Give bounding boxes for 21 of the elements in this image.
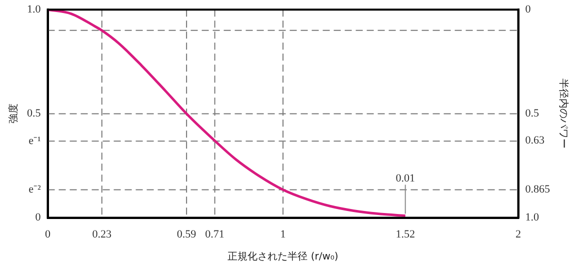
x-tick-label: 1 [280,228,286,240]
annotation: 0.01 [396,172,415,185]
y-tick-label: 0 [35,212,42,224]
x-tick-label: 0.71 [205,228,224,240]
y2-tick-label: 0 [525,3,532,16]
y-tick-label: e⁻² [28,184,42,196]
y2-tick-label: 0.63 [525,134,545,147]
y2-tick-label: 0.5 [525,108,540,120]
x-tick-label: 0.23 [92,228,112,240]
x-tick-label: 2 [516,228,521,240]
y2-tick-label: 1.0 [525,212,540,224]
y2-tick-label: 0.865 [525,184,550,196]
y-tick-label: 0.5 [27,108,42,120]
y-tick-label: e⁻¹ [28,135,41,148]
y2-axis-title: 半径内のパワー [557,78,570,149]
y-tick-label: 1.0 [27,3,42,16]
x-tick-label: 1.52 [396,228,415,240]
x-axis-title: 正規化された半径 (r/w₀) [228,250,338,263]
y-axis-title: 強度 [8,104,20,124]
x-tick-label: 0 [45,228,51,240]
x-tick-label: 0.59 [176,228,197,240]
